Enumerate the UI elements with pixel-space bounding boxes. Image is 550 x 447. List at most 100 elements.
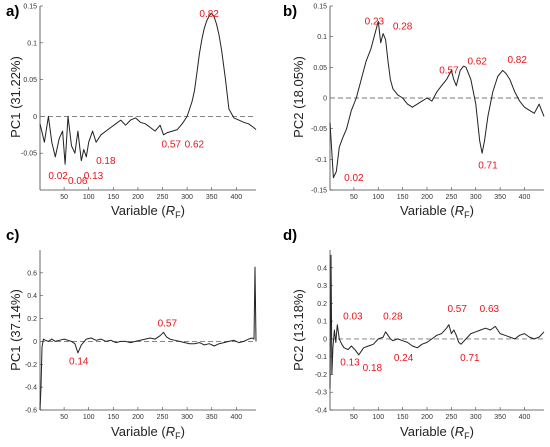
x-tick-label: 200 — [421, 414, 433, 421]
y-tick-label: -0.1 — [315, 354, 327, 361]
y-tick-label: 0 — [323, 336, 327, 343]
x-tick-label: 200 — [132, 414, 144, 421]
x-tick-label: 50 — [350, 414, 358, 421]
x-tick-label: 150 — [397, 414, 409, 421]
x-tick-label: 150 — [107, 414, 119, 421]
y-tick-label: 0.15 — [23, 4, 37, 11]
x-tick-label: 200 — [421, 194, 433, 201]
x-tick-label: 250 — [446, 194, 458, 201]
x-tick-label: 50 — [60, 414, 68, 421]
x-tick-label: 400 — [519, 414, 531, 421]
x-tick-label: 100 — [372, 194, 384, 201]
y-tick-label: -0.6 — [25, 408, 37, 415]
y-tick-label: -0.05 — [311, 126, 327, 133]
rf-annotation-label: 0.82 — [507, 55, 527, 66]
x-tick-label: 300 — [470, 414, 482, 421]
y-tick-label: 0.3 — [317, 283, 327, 290]
y-tick-label: 0.1 — [317, 34, 327, 41]
y-tick-label: 0 — [33, 114, 37, 121]
y-tick-label: 0 — [323, 96, 327, 103]
rf-annotation-label: 0.02 — [48, 171, 68, 182]
rf-annotation-label: 0.63 — [480, 304, 500, 315]
y-tick-label: -0.4 — [315, 408, 327, 415]
x-tick-label: 350 — [494, 194, 506, 201]
rf-annotation-label: 0.18 — [363, 363, 383, 374]
rf-annotation-label: 0.71 — [460, 353, 480, 364]
y-tick-label: 0.05 — [313, 65, 327, 72]
y-tick-label: 0.2 — [317, 301, 327, 308]
y-tick-label: -0.4 — [25, 385, 37, 392]
x-axis-label: Variable (RF) — [400, 203, 474, 220]
x-tick-label: 350 — [206, 414, 218, 421]
x-tick-label: 150 — [397, 194, 409, 201]
rf-annotation-label: 0.14 — [69, 356, 89, 367]
y-tick-label: 0.05 — [23, 77, 37, 84]
y-axis-label: PC2 (13.18%) — [291, 289, 306, 371]
y-tick-label: 0.2 — [27, 316, 37, 323]
rf-annotation-label: 0.18 — [96, 156, 116, 167]
rf-annotation-label: 0.28 — [383, 311, 403, 322]
x-axis-label: Variable (RF) — [111, 424, 185, 441]
y-tick-label: -0.05 — [21, 151, 37, 158]
chart-panel-3: c) -0.6 -0.4 -0.2 0 0.2 0.4 0.6 50 100 150 200 250 30… — [6, 227, 257, 441]
rf-annotation-label: 0.28 — [393, 21, 413, 32]
x-tick-label: 350 — [206, 194, 218, 201]
y-axis-label: PC2 (18.05%) — [291, 56, 306, 138]
x-tick-label: 100 — [372, 414, 384, 421]
y-tick-label: -0.2 — [25, 362, 37, 369]
panel-label: a) — [6, 3, 19, 20]
x-tick-label: 200 — [132, 194, 144, 201]
y-tick-label: 0.4 — [27, 293, 37, 300]
y-axis-label: PC1 (37.14%) — [8, 289, 23, 371]
y-tick-label: 0 — [33, 339, 37, 346]
loading-series-line — [329, 20, 545, 179]
y-tick-label: -0.3 — [315, 390, 327, 397]
y-axis-label: PC1 (31.22%) — [8, 56, 23, 138]
rf-annotation-label: 0.02 — [344, 173, 364, 184]
rf-annotation-label: 0.06 — [68, 176, 88, 187]
panel-label: c) — [6, 227, 19, 244]
x-tick-label: 100 — [83, 414, 95, 421]
x-tick-label: 250 — [157, 194, 169, 201]
y-tick-label: 0.4 — [317, 265, 327, 272]
rf-annotation-label: 0.23 — [365, 16, 385, 27]
loading-series-line — [329, 254, 545, 389]
x-tick-label: 300 — [181, 414, 193, 421]
rf-annotation-label: 0.57 — [439, 65, 459, 76]
rf-annotation-label: 0.57 — [447, 304, 467, 315]
chart-panel-2: b) -0.15 -0.1 -0.05 0 0.05 0.1 0.15 50 100 150 200 2… — [283, 3, 545, 220]
y-tick-label: -0.1 — [315, 157, 327, 164]
chart-panel-1: a) -0.05 0 0.05 0.1 0.15 50 100 150 200 250 300 350 4… — [6, 3, 257, 220]
rf-annotation-label: 0.03 — [343, 311, 363, 322]
x-tick-label: 150 — [107, 194, 119, 201]
x-tick-label: 250 — [157, 414, 169, 421]
x-tick-label: 400 — [519, 194, 531, 201]
rf-annotation-label: 0.24 — [394, 353, 414, 364]
x-tick-label: 100 — [83, 194, 95, 201]
chart-panel-4: d) -0.4 -0.3 -0.2 -0.1 0 0.1 0.2 0.3 0.4 50 100 150 2… — [283, 227, 545, 441]
y-tick-label: 0.15 — [313, 4, 327, 11]
loading-series-line — [39, 12, 257, 165]
panel-label: b) — [283, 3, 297, 20]
x-tick-label: 50 — [60, 194, 68, 201]
x-axis-label: Variable (RF) — [400, 424, 474, 441]
x-tick-label: 400 — [230, 414, 242, 421]
rf-annotation-label: 0.13 — [84, 171, 104, 182]
y-tick-label: 0.6 — [27, 270, 37, 277]
rf-annotation-label: 0.13 — [340, 358, 360, 369]
y-tick-label: -0.15 — [311, 188, 327, 195]
x-tick-label: 400 — [230, 194, 242, 201]
loading-series-line — [39, 266, 257, 411]
x-tick-label: 50 — [350, 194, 358, 201]
y-tick-label: 0.1 — [317, 319, 327, 326]
x-tick-label: 250 — [446, 414, 458, 421]
rf-annotation-label: 0.62 — [467, 56, 487, 67]
y-tick-label: -0.2 — [315, 372, 327, 379]
rf-annotation-label: 0.71 — [478, 161, 498, 172]
x-tick-label: 300 — [181, 194, 193, 201]
x-axis-label: Variable (RF) — [111, 203, 185, 220]
y-tick-label: 0.1 — [27, 40, 37, 47]
panel-label: d) — [283, 227, 297, 244]
x-tick-label: 350 — [494, 414, 506, 421]
